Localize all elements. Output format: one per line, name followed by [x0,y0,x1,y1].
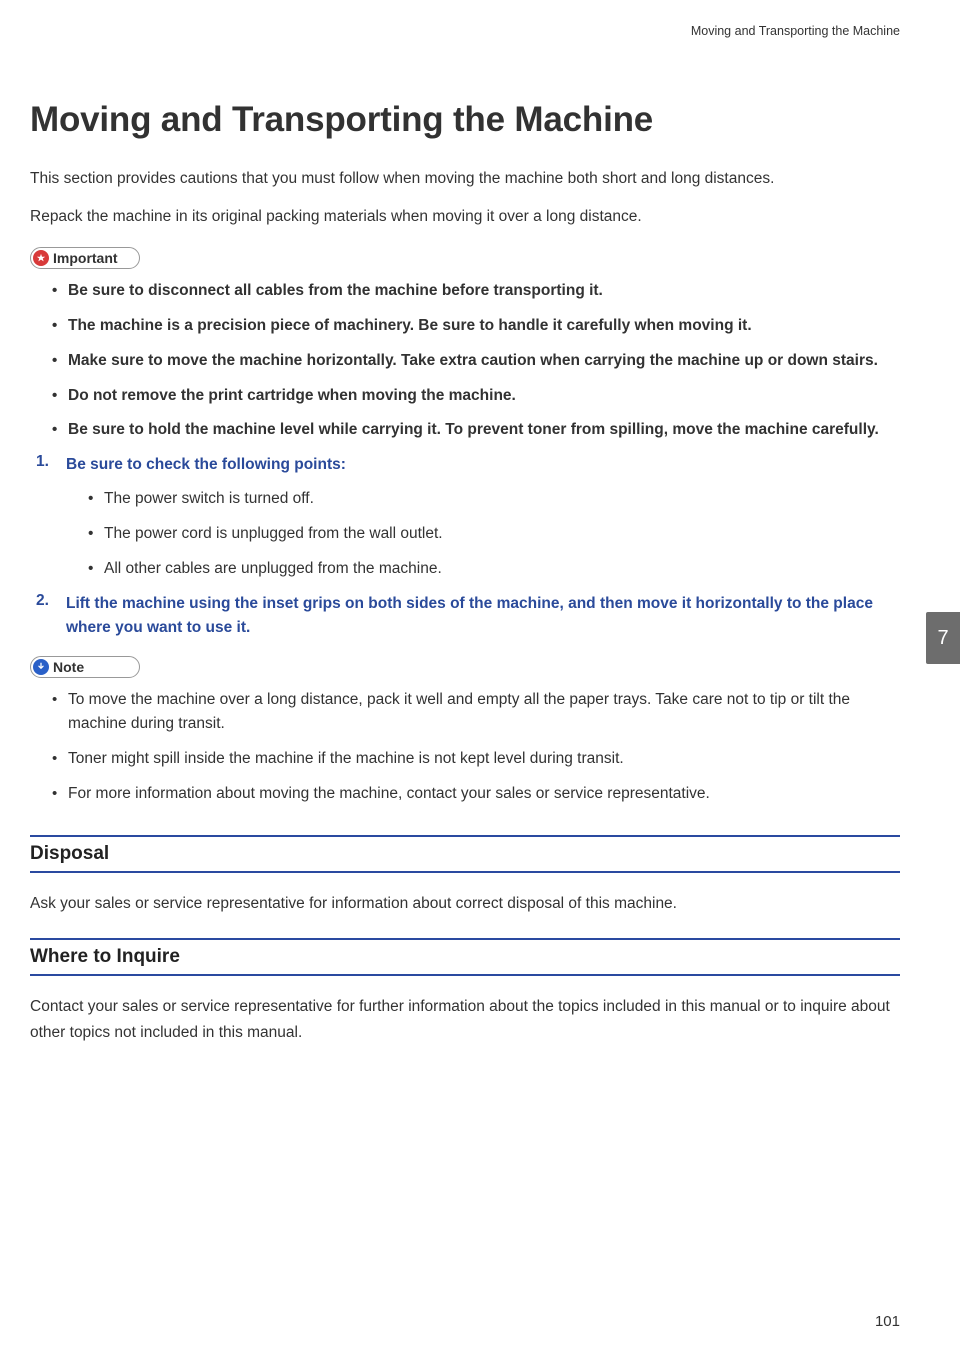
running-header: Moving and Transporting the Machine [691,24,900,38]
step-heading: Be sure to check the following points: [66,453,900,477]
step-heading: Lift the machine using the inset grips o… [66,592,900,640]
note-item: For more information about moving the ma… [52,782,900,807]
important-label: Important [53,250,118,266]
page-number: 101 [875,1313,900,1330]
section-block: Where to Inquire Contact your sales or s… [30,938,900,1045]
section-heading-inquire: Where to Inquire [30,938,900,976]
section-body: Ask your sales or service representative… [30,891,900,917]
note-list: To move the machine over a long distance… [30,688,900,807]
important-item: Be sure to hold the machine level while … [52,418,900,443]
important-item: Make sure to move the machine horizontal… [52,349,900,374]
chapter-tab: 7 [926,612,960,664]
note-callout: Note [30,656,140,678]
down-arrow-icon [33,659,49,675]
important-list: Be sure to disconnect all cables from th… [30,279,900,443]
step-item: Lift the machine using the inset grips o… [36,592,900,640]
star-icon [33,250,49,266]
note-item: To move the machine over a long distance… [52,688,900,738]
important-callout: Important [30,247,140,269]
important-item: Be sure to disconnect all cables from th… [52,279,900,304]
step-sublist: The power switch is turned off. The powe… [66,487,900,581]
intro-paragraph-1: This section provides cautions that you … [30,166,900,192]
step-sub-item: The power cord is unplugged from the wal… [88,522,900,547]
important-item: The machine is a precision piece of mach… [52,314,900,339]
page: Moving and Transporting the Machine Movi… [0,0,960,1360]
note-label: Note [53,659,84,675]
page-title: Moving and Transporting the Machine [30,100,900,140]
section-heading-disposal: Disposal [30,835,900,873]
steps-list: Be sure to check the following points: T… [30,453,900,639]
section-body: Contact your sales or service representa… [30,994,900,1045]
step-sub-item: The power switch is turned off. [88,487,900,512]
note-item: Toner might spill inside the machine if … [52,747,900,772]
intro-paragraph-2: Repack the machine in its original packi… [30,204,900,230]
important-item: Do not remove the print cartridge when m… [52,384,900,409]
step-item: Be sure to check the following points: T… [36,453,900,581]
step-sub-item: All other cables are unplugged from the … [88,557,900,582]
section-block: Disposal Ask your sales or service repre… [30,835,900,917]
